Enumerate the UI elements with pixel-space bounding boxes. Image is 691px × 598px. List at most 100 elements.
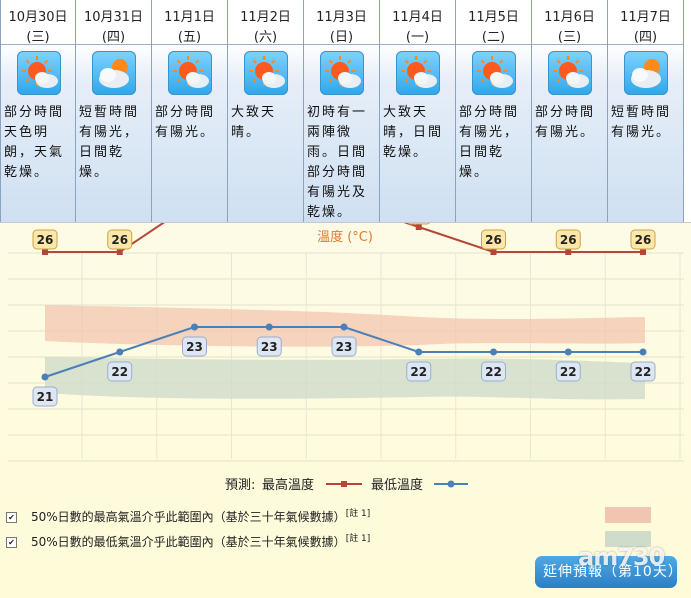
data-label-box [555, 361, 581, 382]
max-temp-point [640, 249, 646, 255]
temperature-chart: 溫度 (°C)262628282827262626212223232322222… [0, 222, 691, 598]
day-weekday: (三) [557, 30, 582, 45]
cloud-sun-icon [92, 51, 136, 95]
day-description: 大致天晴，日間乾燥。 [383, 105, 444, 160]
checkbox-max-range[interactable]: ✔ [6, 512, 17, 523]
max-temp-label: 26 [485, 233, 502, 247]
range-note-min: ✔ 50%日數的最低氣溫介乎此範圍內（基於三十年氣候數據）[註 1] [6, 531, 370, 550]
max-temp-label: 26 [37, 233, 54, 247]
day-weekday: (六) [253, 30, 278, 45]
range-note-max: ✔ 50%日數的最高氣溫介乎此範圍內（基於三十年氣候數據）[註 1] [6, 506, 370, 525]
max-temp-point [42, 249, 48, 255]
sun-cloud-icon [244, 51, 288, 95]
day-weekday: (日) [329, 30, 354, 45]
forecast-day: 11月4日 (一) 大致天晴，日間乾燥。 [380, 0, 456, 222]
note-link-1[interactable]: [註 1] [345, 509, 371, 519]
data-label-box [256, 336, 282, 357]
day-weekday: (一) [405, 30, 430, 45]
max-temp-label: 26 [111, 233, 128, 247]
data-label-box [481, 361, 506, 382]
min-temp-label: 22 [635, 365, 652, 379]
day-weekday: (四) [633, 30, 658, 45]
day-date: 11月6日 [544, 10, 595, 25]
legend-prefix: 預測: [225, 478, 255, 493]
day-description: 部分時間有陽光，日間乾燥。 [459, 105, 520, 180]
min-range-swatch [605, 531, 651, 547]
note-link-2[interactable]: [註 1] [345, 534, 371, 544]
day-weekday: (五) [177, 30, 202, 45]
day-description: 短暫時間有陽光。 [611, 105, 672, 140]
max-temp-point [116, 249, 123, 255]
day-divider [152, 44, 227, 45]
checkbox-min-range[interactable]: ✔ [6, 537, 17, 548]
max-range-swatch [605, 507, 651, 523]
day-description: 部分時間天色明朗，天氣乾燥。 [4, 105, 65, 180]
day-weekday: (二) [481, 30, 506, 45]
data-label-box [107, 361, 133, 382]
sun-cloud-icon [168, 51, 212, 95]
day-date: 11月5日 [468, 10, 519, 25]
data-label-box [32, 229, 58, 250]
min-temp-label: 22 [560, 365, 577, 379]
forecast-day: 11月1日 (五) 部分時間有陽光。 [152, 0, 228, 222]
min-temp-label: 21 [37, 390, 54, 404]
min-temp-label: 22 [410, 365, 427, 379]
data-label-box [107, 229, 133, 250]
forecast-day: 11月6日 (三) 部分時間有陽光。 [532, 0, 608, 222]
temperature-chart-svg: 溫度 (°C)262628282827262626212223232322222… [8, 223, 684, 493]
max-temp-line [45, 223, 643, 253]
data-label-box [406, 361, 432, 382]
day-date: 11月4日 [392, 10, 443, 25]
max-temp-point [415, 224, 422, 230]
min-temp-point [191, 323, 198, 331]
max-temp-label: 26 [560, 233, 577, 247]
data-label-box [407, 223, 431, 225]
min-temp-label: 22 [111, 365, 128, 379]
min-temp-point [265, 323, 273, 331]
max-temp-label: 26 [635, 233, 652, 247]
min-temp-point [116, 348, 124, 356]
min-temp-label: 23 [336, 340, 353, 354]
legend-max-label: 最高溫度 [262, 477, 314, 493]
day-date: 11月7日 [620, 10, 671, 25]
forecast-day: 11月5日 (二) 部分時間有陽光，日間乾燥。 [456, 0, 532, 222]
min-temp-point [415, 348, 423, 356]
min-temp-point [564, 348, 572, 356]
sun-cloud-icon [396, 51, 440, 95]
sun-cloud-icon [320, 51, 364, 95]
forecast-day: 10月30日 (三) 部分時間天色明朗，天氣乾燥。 [0, 0, 76, 222]
legend-min-marker [447, 480, 455, 488]
forecast-day: 10月31日 (四) 短暫時間有陽光，日間乾燥。 [76, 0, 152, 222]
day-divider [456, 44, 531, 45]
extended-forecast-button[interactable]: 延伸預報（第10天） [535, 556, 682, 588]
day-date: 10月30日 [8, 10, 68, 25]
day-weekday: (四) [101, 30, 126, 45]
watermark-logo: am730 [578, 543, 665, 571]
sun-cloud-icon [548, 51, 592, 95]
day-date: 11月2日 [240, 10, 291, 25]
range-note-min-text: 50%日數的最低氣溫介乎此範圍內（基於三十年氣候數據） [31, 535, 346, 549]
range-note-max-text: 50%日數的最高氣溫介乎此範圍內（基於三十年氣候數據） [31, 510, 346, 524]
sun-cloud-icon [17, 51, 61, 95]
data-label-box [32, 386, 58, 407]
min-temp-point [490, 348, 497, 356]
data-label-box [182, 336, 207, 357]
day-divider [304, 44, 379, 45]
min-temp-point [41, 373, 49, 381]
data-label-box [630, 361, 656, 382]
max-temp-point [565, 249, 572, 255]
day-divider [1, 44, 75, 45]
min-range-band [45, 357, 645, 400]
min-temp-label: 23 [261, 340, 278, 354]
forecast-day: 11月2日 (六) 大致天晴。 [228, 0, 304, 222]
day-divider [228, 44, 303, 45]
day-description: 部分時間有陽光。 [155, 105, 216, 140]
day-weekday: (三) [26, 30, 50, 45]
day-date: 11月1日 [164, 10, 215, 25]
day-description: 初時有一兩陣微雨。日間部分時間有陽光及乾燥。 [307, 105, 368, 220]
day-divider [532, 44, 607, 45]
min-temp-point [639, 348, 647, 356]
min-temp-label: 22 [485, 365, 502, 379]
forecast-day: 11月3日 (日) 初時有一兩陣微雨。日間部分時間有陽光及乾燥。 [304, 0, 380, 222]
day-divider [608, 44, 683, 45]
